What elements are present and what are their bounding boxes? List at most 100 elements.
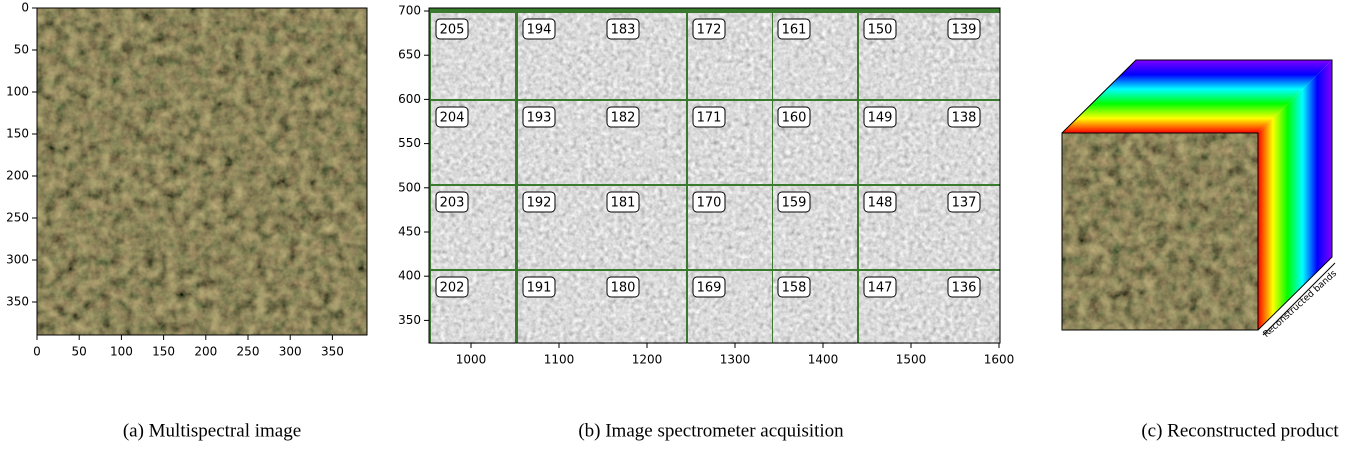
y-tick-label: 0 — [21, 1, 29, 15]
cube-top — [1062, 60, 1332, 133]
x-tick-label: 250 — [237, 345, 260, 359]
tile-label: 137 — [952, 196, 977, 211]
tile-label-box — [692, 106, 726, 128]
y-tick-label: 100 — [6, 85, 29, 99]
tile-label-box — [435, 18, 469, 40]
panel-b: 205 194 183 172 161 150 139 204 193 182 171 160 149 1… — [429, 8, 1000, 344]
tile-label: 159 — [782, 196, 807, 211]
axes-frame — [428, 7, 1001, 344]
tile-label: 161 — [782, 23, 807, 38]
bands-arrow — [1262, 262, 1336, 336]
panel-c: Reconstructed bands — [1061, 59, 1339, 340]
tile-label: 180 — [611, 281, 636, 296]
tile-label-box — [692, 18, 726, 40]
y-tick-label: 400 — [398, 269, 421, 283]
x-tick-label: 0 — [33, 345, 41, 359]
tile-label: 191 — [527, 281, 552, 296]
tile-label-box — [947, 18, 981, 40]
tile-label-box — [863, 18, 897, 40]
tile-label: 193 — [527, 111, 552, 126]
y-tick-label: 350 — [6, 295, 29, 309]
tile-label-box — [947, 191, 981, 213]
tile-label: 171 — [697, 111, 722, 126]
tile-label: 160 — [782, 111, 807, 126]
x-tick-label: 1500 — [896, 353, 927, 367]
x-tick-label: 300 — [279, 345, 302, 359]
tile-label: 170 — [697, 196, 722, 211]
y-tick-label: 700 — [398, 4, 421, 18]
axes-frame — [36, 7, 368, 336]
y-tick-label: 600 — [398, 92, 421, 106]
tile-label-box — [692, 276, 726, 298]
tile-label-box — [777, 18, 811, 40]
image-texture — [37, 8, 367, 335]
tile-label-box — [606, 191, 640, 213]
tile-label: 203 — [440, 196, 465, 211]
y-tick-label: 250 — [6, 211, 29, 225]
cube-front-edge — [1061, 132, 1259, 331]
tile-label-box — [777, 106, 811, 128]
tile-label-box — [947, 106, 981, 128]
x-tick-label: 1100 — [544, 353, 575, 367]
tile-label: 147 — [868, 281, 893, 296]
tile-label-box — [692, 191, 726, 213]
x-tick-label: 1000 — [456, 353, 487, 367]
cube-front-texture — [1062, 133, 1258, 330]
tile-label: 148 — [868, 196, 893, 211]
tile-label: 138 — [952, 111, 977, 126]
tile-label-box — [777, 191, 811, 213]
tile-label-box — [863, 276, 897, 298]
x-tick-label: 50 — [72, 345, 87, 359]
y-tick-label: 500 — [398, 180, 421, 194]
tile-label: 150 — [868, 23, 893, 38]
y-tick-label: 150 — [6, 127, 29, 141]
tile-label: 183 — [611, 23, 636, 38]
tile-label-box — [947, 276, 981, 298]
x-tick-label: 1400 — [808, 353, 839, 367]
tile-label: 158 — [782, 281, 807, 296]
tile-label-box — [522, 106, 556, 128]
tile-label: 149 — [868, 111, 893, 126]
tile-label-box — [606, 18, 640, 40]
x-tick-label: 100 — [110, 345, 133, 359]
tile-label: 172 — [697, 23, 722, 38]
y-tick-label: 200 — [6, 169, 29, 183]
cube-side — [1258, 60, 1332, 330]
y-tick-label: 450 — [398, 225, 421, 239]
x-tick-label: 200 — [194, 345, 217, 359]
panel-a — [36, 7, 368, 336]
x-tick-label: 150 — [152, 345, 175, 359]
tile-label-box — [863, 191, 897, 213]
tile-label: 202 — [440, 281, 465, 296]
y-tick-label: 350 — [398, 313, 421, 327]
tile-label-box — [606, 106, 640, 128]
tile-label-box — [777, 276, 811, 298]
tile-label: 204 — [440, 111, 465, 126]
tile-label-box — [435, 276, 469, 298]
tile-label: 182 — [611, 111, 636, 126]
tile-label-box — [435, 106, 469, 128]
y-tick-label: 300 — [6, 253, 29, 267]
y-tick-label: 650 — [398, 48, 421, 62]
tile-label-box — [863, 106, 897, 128]
tile-label: 192 — [527, 196, 552, 211]
tile-label: 139 — [952, 23, 977, 38]
tile-label-box — [522, 191, 556, 213]
tile-label: 169 — [697, 281, 722, 296]
y-tick-label: 50 — [14, 43, 29, 57]
tile-label-box — [435, 191, 469, 213]
x-tick-label: 350 — [321, 345, 344, 359]
tile-label-box — [522, 276, 556, 298]
caption-b: (b) Image spectrometer acquisition — [578, 420, 844, 441]
caption-c: (c) Reconstructed product — [1141, 420, 1339, 441]
caption-a: (a) Multispectral image — [123, 420, 301, 441]
cube-edges — [1061, 59, 1333, 331]
tile-label: 181 — [611, 196, 636, 211]
tile-label: 194 — [527, 23, 552, 38]
tile-label-box — [606, 276, 640, 298]
x-tick-label: 1200 — [632, 353, 663, 367]
tile-label-box — [522, 18, 556, 40]
x-tick-label: 1300 — [720, 353, 751, 367]
tile-label: 136 — [952, 281, 977, 296]
